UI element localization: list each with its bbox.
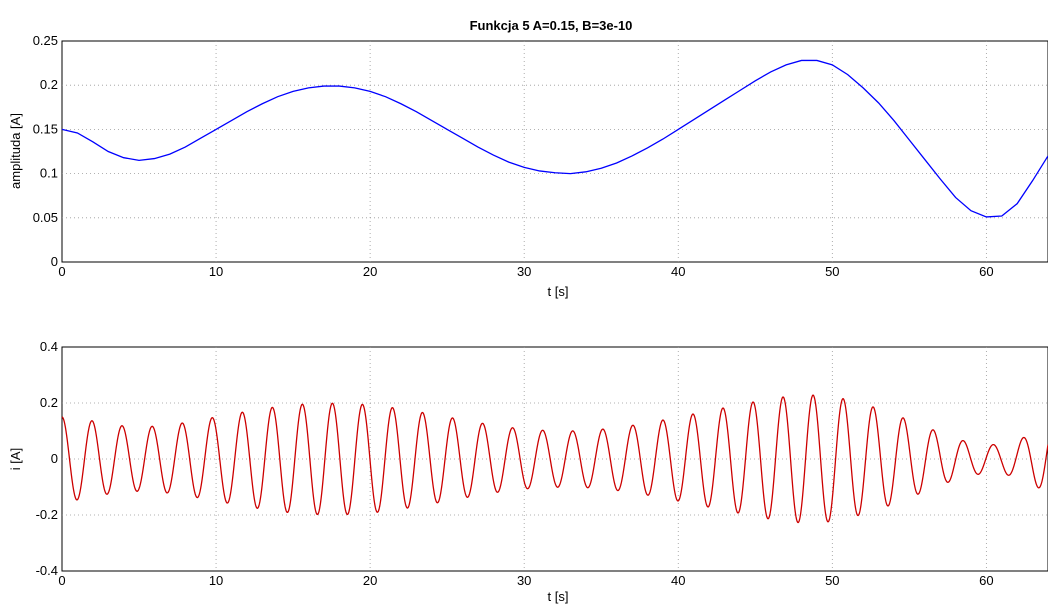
amplitude-x-tick-label: 30: [517, 264, 531, 279]
current-x-axis-label: t [s]: [548, 589, 569, 604]
current-x-tick-label: 20: [363, 573, 377, 588]
amplitude-series-line: [61, 59, 1048, 218]
amplitude-x-tick-label: 0: [58, 264, 65, 279]
amplitude-x-tick-label: 10: [209, 264, 223, 279]
amplitude-y-tick-label: 0: [51, 254, 58, 269]
amplitude-y-tick-label: 0.1: [40, 166, 58, 181]
amplitude-y-axis-label: amplituda [A]: [8, 113, 23, 189]
amplitude-x-tick-label: 40: [671, 264, 685, 279]
current-x-tick-label: 0: [58, 573, 65, 588]
amplitude-x-tick-label: 50: [825, 264, 839, 279]
current-plot: 0 10 20 30 40 50 60 -0.4 -0.2 0 0.2 0.4 t [s] i [A]: [8, 339, 1048, 604]
current-x-tick-label: 40: [671, 573, 685, 588]
amplitude-y-tick-label: 0.2: [40, 77, 58, 92]
amplitude-y-tick-label: 0.25: [33, 33, 58, 48]
amplitude-plot-frame: [61, 40, 1048, 263]
chart-title: Funkcja 5 A=0.15, B=3e-10: [470, 18, 633, 33]
current-x-tick-label: 50: [825, 573, 839, 588]
current-y-axis-label: i [A]: [8, 448, 23, 470]
current-y-tick-label: -0.4: [36, 563, 58, 578]
current-y-tick-label: 0.4: [40, 339, 58, 354]
current-x-tick-label: 60: [979, 573, 993, 588]
current-series-line: [61, 394, 1048, 524]
amplitude-x-tick-label: 20: [363, 264, 377, 279]
current-x-tick-label: 10: [209, 573, 223, 588]
amplitude-x-tick-label: 60: [979, 264, 993, 279]
amplitude-y-tick-label: 0.05: [33, 210, 58, 225]
amplitude-y-tick-label: 0.15: [33, 121, 58, 136]
amplitude-plot: Funkcja 5 A=0.15, B=3e-10 0 10 20 30 40 50 60 0…: [8, 18, 1048, 299]
current-y-tick-label: 0.2: [40, 395, 58, 410]
current-y-tick-label: -0.2: [36, 507, 58, 522]
current-x-tick-label: 30: [517, 573, 531, 588]
current-y-tick-label: 0: [51, 451, 58, 466]
amplitude-x-axis-label: t [s]: [548, 284, 569, 299]
